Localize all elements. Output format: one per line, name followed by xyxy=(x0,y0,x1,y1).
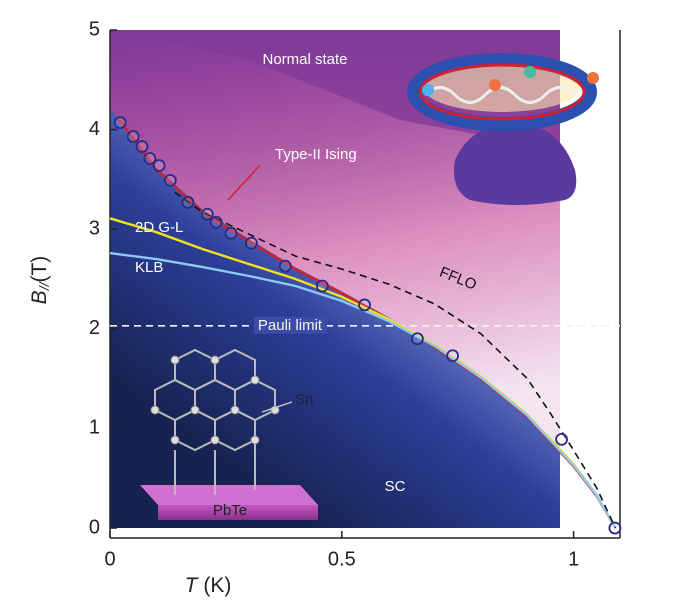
y-label-unit: (T) xyxy=(28,256,51,283)
data-point xyxy=(315,279,329,293)
data-point xyxy=(224,226,238,240)
curve-label: 2D G-L xyxy=(135,219,183,236)
y-label-sub: // xyxy=(36,280,52,291)
y-label-symbol: B xyxy=(28,290,51,304)
annotation: PbTe xyxy=(213,502,247,519)
lattice-inset xyxy=(140,348,318,520)
data-point xyxy=(410,332,424,346)
x-label-symbol: T xyxy=(185,574,200,597)
y-tick-label: 0 xyxy=(89,516,100,538)
data-point xyxy=(278,259,292,273)
annotation: Normal state xyxy=(262,51,347,68)
data-point xyxy=(209,215,223,229)
y-axis-label: B//(T) xyxy=(28,256,52,305)
curve xyxy=(174,191,617,529)
pauli-limit-label: Pauli limit xyxy=(258,317,323,334)
y-tick-label: 1 xyxy=(89,417,100,439)
x-label-unit: (K) xyxy=(203,574,231,597)
sn-pointer xyxy=(261,401,293,413)
data-point xyxy=(152,159,166,172)
data-point xyxy=(135,140,149,153)
data-point xyxy=(358,298,371,312)
curve-label: Type-II Ising xyxy=(275,146,357,163)
annotation: SC xyxy=(385,478,406,495)
data-point xyxy=(163,174,177,187)
curve xyxy=(109,251,617,529)
data-point xyxy=(143,152,157,165)
data-point xyxy=(555,432,568,446)
x-tick-label: 0 xyxy=(104,548,115,570)
pauli-label-bg xyxy=(253,316,327,334)
y-tick-label: 2 xyxy=(89,317,100,339)
x-tick-label: 1 xyxy=(568,548,579,570)
y-tick-label: 5 xyxy=(89,18,100,40)
data-point xyxy=(200,207,214,221)
data-point xyxy=(245,236,258,250)
data-point xyxy=(181,195,195,209)
curve-label: KLB xyxy=(135,259,163,276)
x-axis-label: T (K) xyxy=(185,574,232,597)
label-pointer xyxy=(227,164,261,201)
x-tick-label: 0.5 xyxy=(328,548,356,570)
data-point xyxy=(608,521,622,535)
fermi-surface-inset xyxy=(407,53,599,205)
data-point xyxy=(446,349,460,363)
data-point xyxy=(126,130,140,143)
y-tick-label: 3 xyxy=(89,217,100,239)
annotation: Sn xyxy=(295,391,313,408)
y-tick-label: 4 xyxy=(89,118,100,140)
data-point xyxy=(113,116,127,130)
